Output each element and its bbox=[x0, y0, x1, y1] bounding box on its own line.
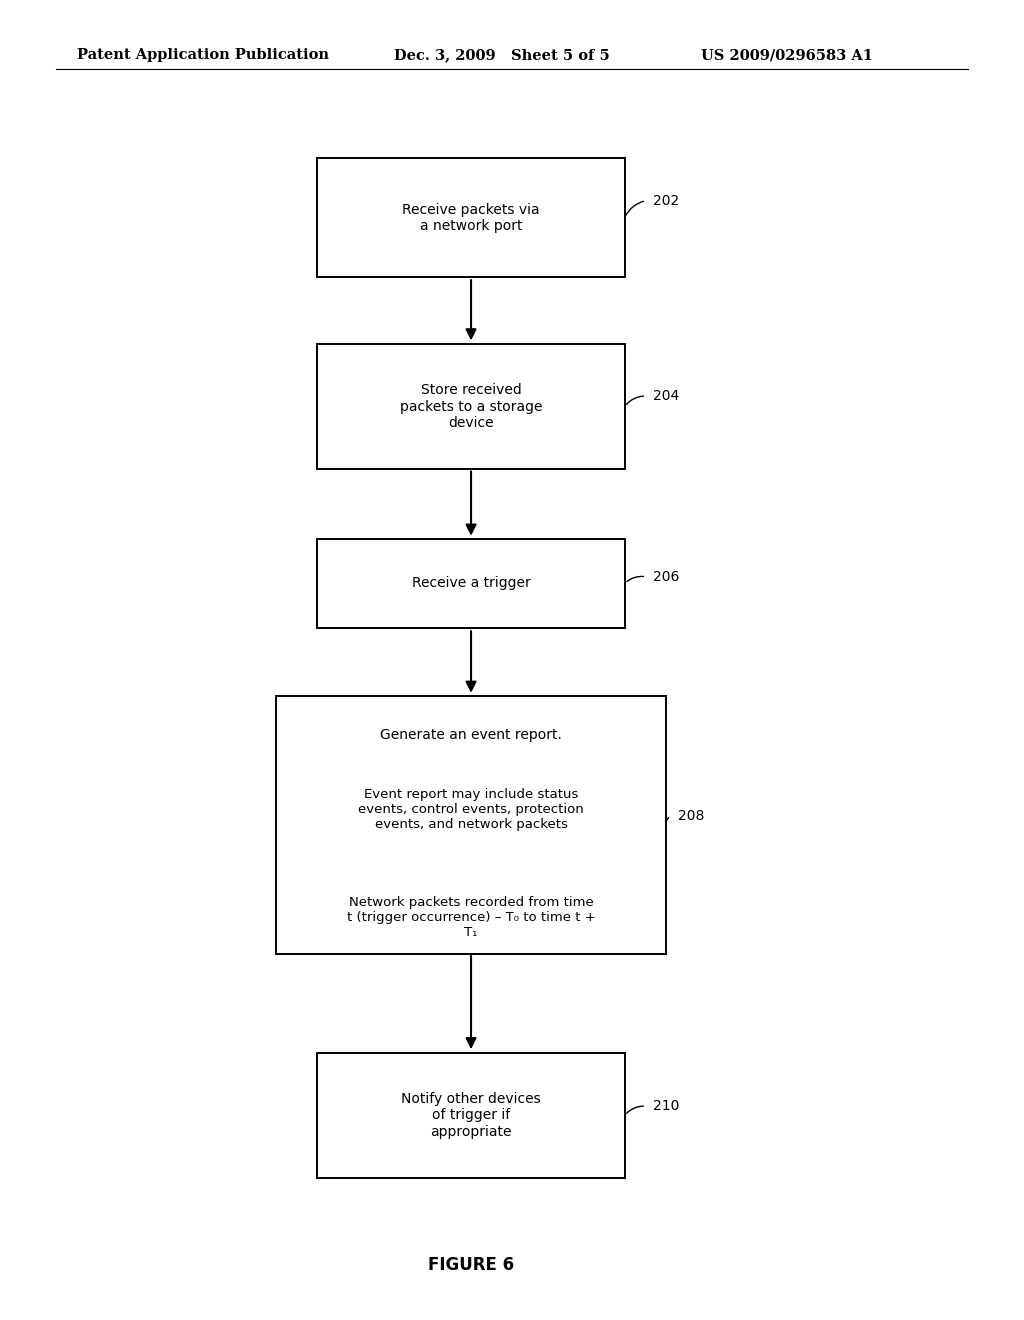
Bar bbox=[317, 1053, 625, 1177]
Text: Generate an event report.: Generate an event report. bbox=[380, 729, 562, 742]
Bar bbox=[317, 539, 625, 628]
Bar bbox=[276, 697, 666, 953]
Text: Receive a trigger: Receive a trigger bbox=[412, 577, 530, 590]
Text: Network packets recorded from time
t (trigger occurrence) – T₀ to time t +
T₁: Network packets recorded from time t (tr… bbox=[347, 896, 595, 939]
Text: US 2009/0296583 A1: US 2009/0296583 A1 bbox=[701, 49, 873, 62]
Text: Receive packets via
a network port: Receive packets via a network port bbox=[402, 203, 540, 232]
Text: Event report may include status
events, control events, protection
events, and n: Event report may include status events, … bbox=[358, 788, 584, 830]
Text: 210: 210 bbox=[653, 1100, 680, 1113]
Text: 202: 202 bbox=[653, 194, 680, 207]
Text: Store received
packets to a storage
device: Store received packets to a storage devi… bbox=[399, 383, 543, 430]
Text: FIGURE 6: FIGURE 6 bbox=[428, 1255, 514, 1274]
Bar bbox=[317, 345, 625, 470]
Bar bbox=[317, 158, 625, 277]
Text: Notify other devices
of trigger if
appropriate: Notify other devices of trigger if appro… bbox=[401, 1092, 541, 1139]
Text: 206: 206 bbox=[653, 570, 680, 583]
Text: Patent Application Publication: Patent Application Publication bbox=[77, 49, 329, 62]
Text: Dec. 3, 2009   Sheet 5 of 5: Dec. 3, 2009 Sheet 5 of 5 bbox=[394, 49, 610, 62]
Text: 204: 204 bbox=[653, 389, 680, 403]
Text: 208: 208 bbox=[678, 809, 705, 822]
